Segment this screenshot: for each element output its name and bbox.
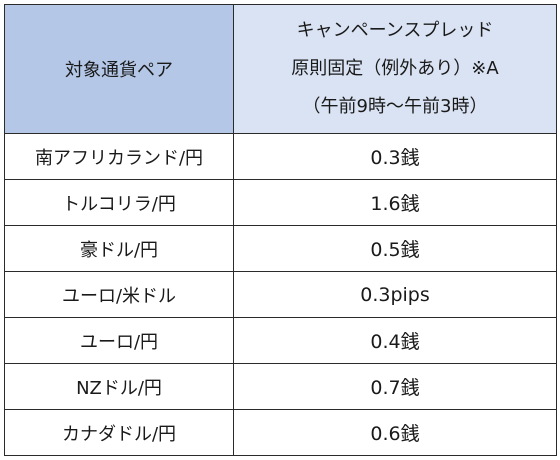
header-currency-pair: 対象通貨ペア [4,4,234,134]
spread-value-cell: 1.6銭 [233,179,557,226]
header-row: 対象通貨ペア キャンペーンスプレッド 原則固定（例外あり）※A （午前9時～午前… [4,4,557,134]
currency-pair-cell: トルコリラ/円 [4,179,234,226]
currency-pair-cell: ユーロ/円 [4,317,234,364]
spread-value-cell: 0.3銭 [233,133,557,180]
spread-value-cell: 0.3pips [233,271,557,318]
table-row: ユーロ/米ドル 0.3pips [4,271,557,318]
currency-pair-cell: 豪ドル/円 [4,225,234,272]
header-campaign-spread: キャンペーンスプレッド 原則固定（例外あり）※A （午前9時～午前3時） [233,4,557,134]
spread-value-cell: 0.6銭 [233,409,557,456]
table-row: 豪ドル/円 0.5銭 [4,225,557,272]
header-spread-line-1: キャンペーンスプレッド [296,20,494,41]
table-row: NZドル/円 0.7銭 [4,363,557,410]
spread-table: 対象通貨ペア キャンペーンスプレッド 原則固定（例外あり）※A （午前9時～午前… [4,4,557,456]
table-row: 南アフリカランド/円 0.3銭 [4,133,557,180]
currency-pair-cell: カナダドル/円 [4,409,234,456]
spread-value-cell: 0.5銭 [233,225,557,272]
table-row: トルコリラ/円 1.6銭 [4,179,557,226]
currency-pair-cell: NZドル/円 [4,363,234,410]
header-spread-line-3: （午前9時～午前3時） [302,96,488,117]
header-spread-line-2: 原則固定（例外あり）※A [291,58,499,79]
spread-value-cell: 0.4銭 [233,317,557,364]
table-row: カナダドル/円 0.6銭 [4,409,557,456]
spread-table-container: 対象通貨ペア キャンペーンスプレッド 原則固定（例外あり）※A （午前9時～午前… [4,4,557,456]
currency-pair-cell: 南アフリカランド/円 [4,133,234,180]
currency-pair-cell: ユーロ/米ドル [4,271,234,318]
table-row: ユーロ/円 0.4銭 [4,317,557,364]
spread-value-cell: 0.7銭 [233,363,557,410]
